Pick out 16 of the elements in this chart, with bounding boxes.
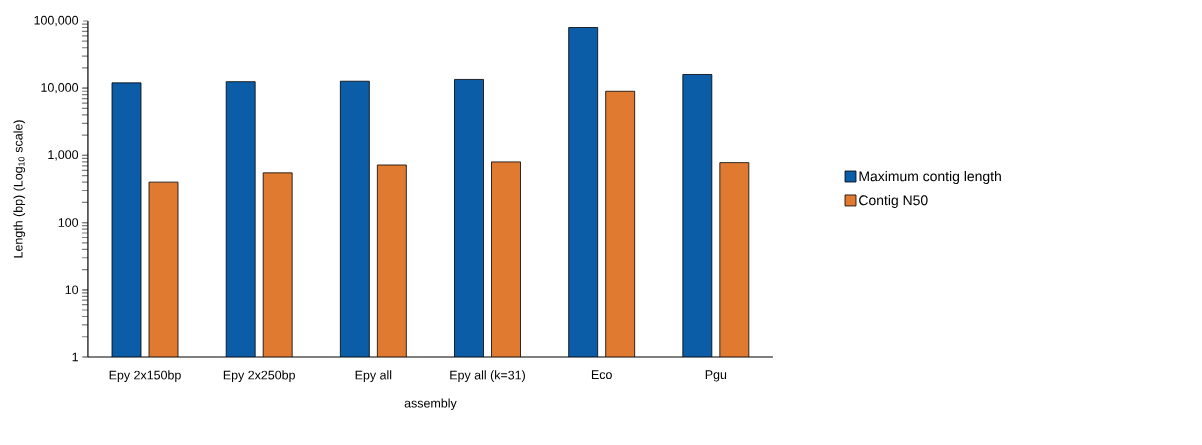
legend-label: Maximum contig length [859, 171, 1001, 185]
y-tick-label: 100,000 [34, 15, 79, 27]
x-tick-label: Epy 2x250bp [223, 370, 295, 382]
legend-label: Contig N50 [859, 194, 928, 208]
x-tick-label: Epy 2x150bp [109, 370, 181, 382]
y-tick-label: 100 [58, 218, 79, 227]
x-tick-label: Eco [591, 370, 612, 380]
y-tick-label: 1,000 [48, 150, 79, 161]
x-tick-label: Epy all [355, 370, 392, 382]
x-tick-label: Epy all (k=31) [450, 370, 525, 382]
y-axis-title: Length (bp) (Log$_{10}$ scale) [13, 120, 26, 258]
y-tick-label: 1 [72, 352, 78, 362]
x-tick-label: Pgu [705, 370, 727, 382]
x-axis-title: assembly [404, 398, 457, 411]
y-tick-label: 10,000 [41, 83, 79, 94]
y-tick-label: 10 [65, 285, 79, 295]
